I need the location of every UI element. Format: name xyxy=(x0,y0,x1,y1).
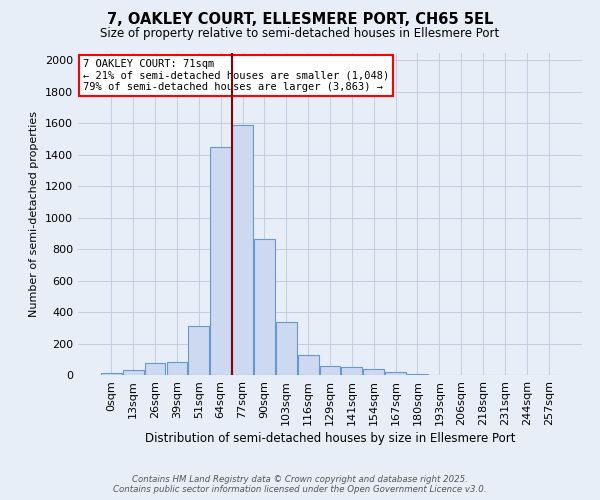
Bar xyxy=(232,125,253,375)
Bar xyxy=(210,147,231,375)
Bar xyxy=(364,370,384,375)
Bar xyxy=(407,374,428,375)
Y-axis label: Number of semi-detached properties: Number of semi-detached properties xyxy=(29,111,40,317)
Text: Contains HM Land Registry data © Crown copyright and database right 2025.
Contai: Contains HM Land Registry data © Crown c… xyxy=(113,474,487,494)
Text: 7, OAKLEY COURT, ELLESMERE PORT, CH65 5EL: 7, OAKLEY COURT, ELLESMERE PORT, CH65 5E… xyxy=(107,12,493,28)
Bar xyxy=(254,239,275,375)
Bar xyxy=(385,372,406,375)
Bar xyxy=(188,326,209,375)
Bar xyxy=(167,362,187,375)
X-axis label: Distribution of semi-detached houses by size in Ellesmere Port: Distribution of semi-detached houses by … xyxy=(145,432,515,445)
Text: 7 OAKLEY COURT: 71sqm
← 21% of semi-detached houses are smaller (1,048)
79% of s: 7 OAKLEY COURT: 71sqm ← 21% of semi-deta… xyxy=(83,59,389,92)
Bar xyxy=(101,374,122,375)
Bar xyxy=(341,367,362,375)
Bar xyxy=(276,322,296,375)
Bar xyxy=(145,363,166,375)
Bar xyxy=(320,366,340,375)
Bar xyxy=(123,370,143,375)
Text: Size of property relative to semi-detached houses in Ellesmere Port: Size of property relative to semi-detach… xyxy=(100,28,500,40)
Bar xyxy=(298,356,319,375)
